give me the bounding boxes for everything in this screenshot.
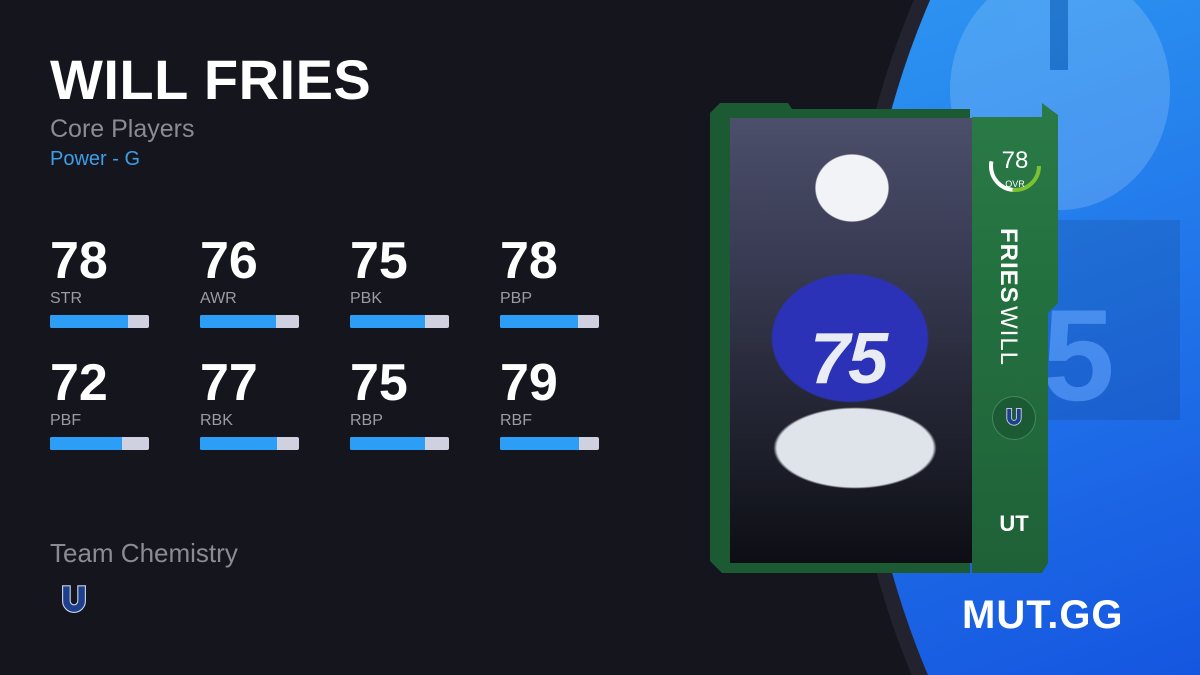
card-first-name: WILL [995,305,1022,366]
stat-label: AWR [200,290,237,307]
jersey-number: 75 [810,319,888,399]
brand-logo[interactable]: MUT.GG [962,593,1124,637]
stat-value: 75 [350,232,408,290]
team-chemistry-title: Team Chemistry [50,538,238,568]
stat-value: 78 [50,232,108,290]
stat-str: 78 STR [50,232,150,328]
card-player-name: WILL FRIES [994,228,1022,366]
stat-value: 79 [500,354,558,412]
stat-pbp: 78 PBP [500,232,600,328]
stat-bar-fill [350,315,426,328]
stat-bar [350,315,449,328]
ovr-ring-icon [989,140,1041,192]
stat-bar-fill [500,437,580,450]
stat-pbk: 75 PBK [350,232,450,328]
ovr-label: OVR [1005,179,1025,189]
horseshoe-icon [1006,407,1022,426]
set-code: UT [999,511,1029,536]
stat-label: PBF [50,412,82,429]
card-side-panel: 78 OVR WILL FRIES UT [972,103,1058,573]
stat-bar-fill [500,315,579,328]
stat-bar [200,437,299,450]
stat-pbf: 72 PBF [50,354,150,450]
player-name: WILL FRIES [50,48,372,111]
stat-value: 76 [200,232,258,290]
stat-bar [50,437,149,450]
stat-bar-fill [50,315,129,328]
stat-label: PBP [500,290,533,307]
stat-rbp: 75 RBP [350,354,450,450]
stat-bar-fill [50,437,123,450]
player-program: Core Players [50,115,195,143]
stat-label: PBK [350,290,383,307]
stats-grid: 78 STR 76 AWR 75 PBK 78 PBP 72 PBF 77 RB… [50,232,650,450]
stat-bar [200,315,299,328]
team-badge [992,396,1036,440]
card-last-name: FRIES [995,228,1022,304]
stat-bar-fill [200,437,278,450]
stat-value: 77 [200,354,258,412]
horseshoe-icon[interactable] [55,582,93,620]
stat-label: RBK [200,412,233,429]
stat-rbf: 79 RBF [500,354,600,450]
stat-value: 78 [500,232,558,290]
stat-value: 72 [50,354,108,412]
stat-value: 75 [350,354,408,412]
player-archetype: Power - G [50,148,141,170]
stat-label: RBP [350,412,383,429]
stat-label: STR [50,290,82,307]
player-photo: 75 [730,118,980,563]
player-card[interactable]: 75 78 OVR WILL FRIES UT [710,103,1062,573]
stat-rbk: 77 RBK [200,354,300,450]
ovr-value: 78 [1001,147,1029,174]
stat-bar-fill [200,315,277,328]
stat-bar [350,437,449,450]
stat-bar [500,315,599,328]
stat-bar-fill [350,437,426,450]
stat-bar [500,437,599,450]
player-header: WILL FRIES Core Players Power - G [50,50,650,172]
stat-label: RBF [500,412,532,429]
stat-awr: 76 AWR [200,232,300,328]
stat-bar [50,315,149,328]
